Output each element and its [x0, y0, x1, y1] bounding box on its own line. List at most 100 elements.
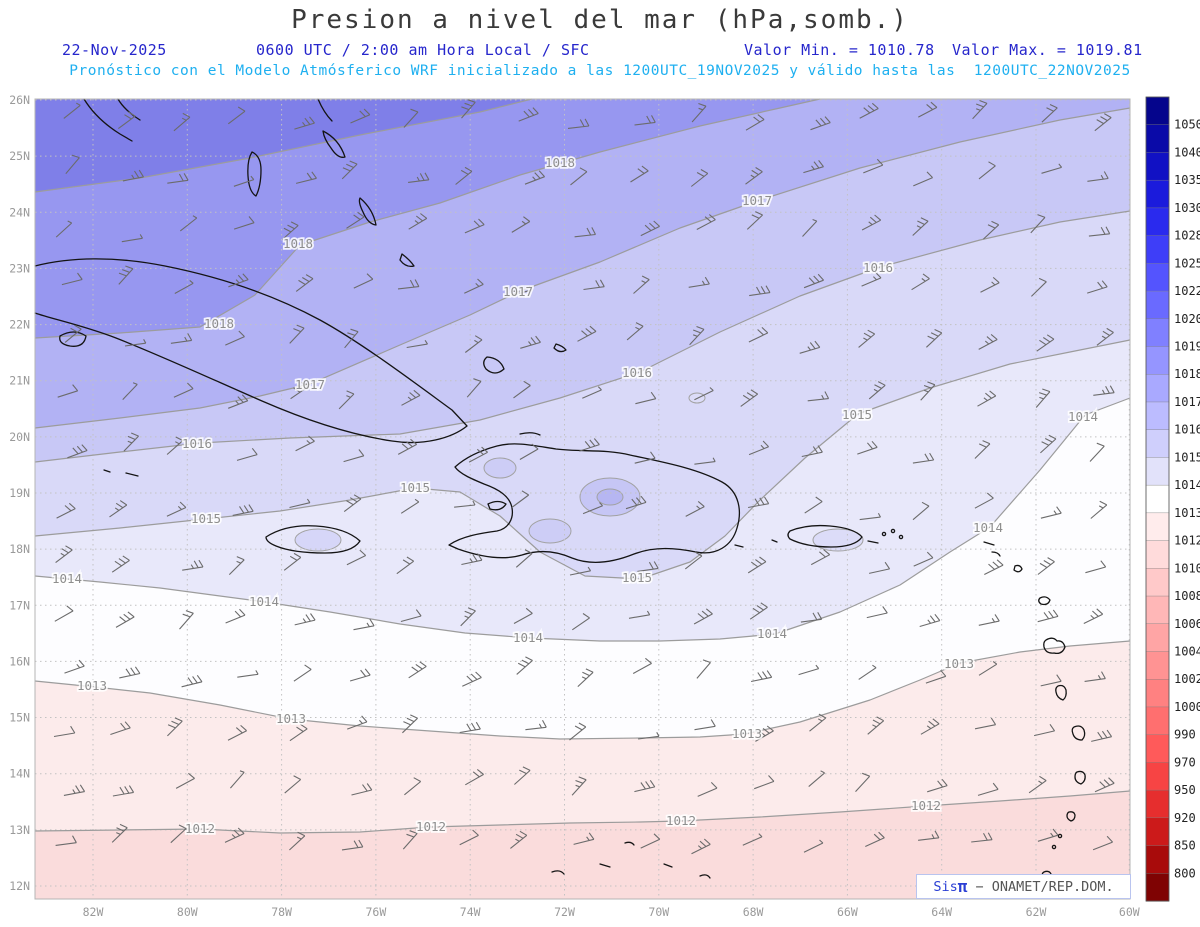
wind-barb — [175, 772, 195, 789]
wind-barb — [798, 664, 820, 676]
colorbar-tick: 950 — [1174, 783, 1196, 797]
wind-barb — [582, 386, 602, 399]
lat-label: 18N — [9, 542, 30, 556]
colorbar-segment — [1145, 429, 1170, 459]
wind-barb — [1035, 388, 1051, 408]
band-1018-1019 — [35, 99, 820, 338]
wind-barb — [640, 220, 660, 237]
isobar-1013 — [34, 640, 1131, 740]
wind-barb — [461, 553, 483, 566]
wind-barb — [55, 545, 73, 564]
pocket-puerto-rico — [812, 528, 864, 552]
wind-barb — [167, 717, 183, 737]
wind-barb — [866, 606, 888, 619]
wind-barb — [1037, 609, 1059, 623]
lesser-antilles — [983, 541, 1086, 882]
wind-barb — [64, 324, 82, 343]
lat-label: 19N — [9, 486, 30, 500]
wind-barb — [1031, 277, 1047, 297]
colorbar-segment — [1145, 179, 1170, 209]
colorbar-tick: 1028 — [1174, 229, 1200, 243]
wind-barb — [464, 218, 485, 234]
isobar-contours — [34, 98, 1131, 834]
wind-barb — [53, 725, 76, 738]
forecast-model-line: Pronóstico con el Modelo Atmósferico WRF… — [69, 63, 1131, 79]
wind-barb — [346, 211, 365, 229]
wind-barb — [574, 227, 596, 238]
colorbar-segment — [1145, 734, 1170, 763]
wind-barb — [567, 118, 590, 129]
wind-barb — [913, 171, 933, 187]
jamaica-coastline — [265, 525, 361, 554]
colorbar-tick: 1015 — [1174, 450, 1200, 464]
watermark-brand: Sis — [933, 878, 958, 895]
colorbar-segment — [1145, 374, 1170, 403]
lat-label: 13N — [9, 823, 30, 837]
wind-barb — [689, 325, 705, 346]
isobar-value-label: 1013 — [944, 656, 974, 671]
chart-title: Presion a nivel del mar (hPa,somb.) — [291, 5, 909, 35]
wind-barb — [1028, 775, 1047, 794]
tortue-coastline — [519, 432, 541, 436]
lon-label: 60W — [1119, 905, 1140, 919]
wind-barb — [927, 778, 948, 793]
wind-barb — [863, 158, 884, 174]
wind-barb — [343, 494, 362, 513]
wind-barb — [696, 214, 716, 230]
gonave-coastline — [487, 500, 507, 511]
lat-label: 15N — [9, 711, 30, 725]
cayman-islands — [103, 469, 139, 477]
wind-barb — [912, 452, 935, 464]
colorbar-segment — [1145, 457, 1170, 486]
wind-barb — [401, 389, 421, 406]
wind-barb — [67, 444, 88, 459]
lon-label: 66W — [837, 905, 858, 919]
value-min-label: Valor Min. = 1010.78 — [744, 41, 935, 59]
wind-barb — [633, 275, 650, 294]
wind-barb — [122, 169, 144, 182]
contour-labels: 1018 1018 1018 1017 1017 1017 1016 1016 1016 1015… — [50, 153, 1100, 838]
wind-barb — [971, 832, 993, 843]
wind-barb — [925, 669, 947, 684]
colorbar-tick: 1014 — [1174, 478, 1200, 492]
colorbar-tick: 970 — [1174, 755, 1196, 769]
wind-barb — [1088, 226, 1111, 237]
wind-barb — [290, 381, 309, 400]
lon-label: 80W — [177, 905, 198, 919]
run-date: 22-Nov-2025 — [62, 41, 167, 59]
wind-barb — [868, 381, 886, 400]
wind-barb — [640, 833, 661, 849]
wind-barb — [1083, 608, 1104, 624]
wind-barb — [978, 161, 996, 180]
lat-label: 25N — [9, 149, 30, 163]
wind-barb — [911, 273, 930, 291]
colorbar-tick: 1040 — [1174, 145, 1200, 159]
wind-barb — [173, 382, 194, 398]
wind-barb — [912, 501, 930, 521]
wind-barb — [913, 551, 934, 567]
lat-label: 21N — [9, 374, 30, 388]
saona-coastline — [734, 544, 744, 548]
wind-barb — [402, 830, 418, 850]
wind-barb — [284, 775, 302, 794]
lon-label: 62W — [1026, 905, 1047, 919]
wind-barb — [1091, 729, 1113, 742]
wind-barb — [697, 782, 718, 797]
wind-barb — [582, 502, 604, 515]
pocket-south-dr — [528, 518, 572, 544]
wind-barb — [397, 279, 420, 290]
colorbar-segment — [1145, 96, 1170, 126]
wind-barb — [867, 716, 885, 735]
wind-barb — [688, 276, 710, 288]
isobar-value-label: 1016 — [622, 365, 652, 380]
wind-barb — [516, 656, 533, 675]
wind-barb — [295, 171, 317, 184]
colorbar-tick: 1022 — [1174, 284, 1200, 298]
wind-barb — [511, 285, 533, 297]
wind-barb — [693, 608, 713, 625]
bahamas-islands — [247, 98, 567, 374]
watermark-pi-symbol: π — [957, 877, 968, 896]
closed-isobar-pockets — [294, 392, 864, 552]
wind-barb — [919, 613, 941, 628]
